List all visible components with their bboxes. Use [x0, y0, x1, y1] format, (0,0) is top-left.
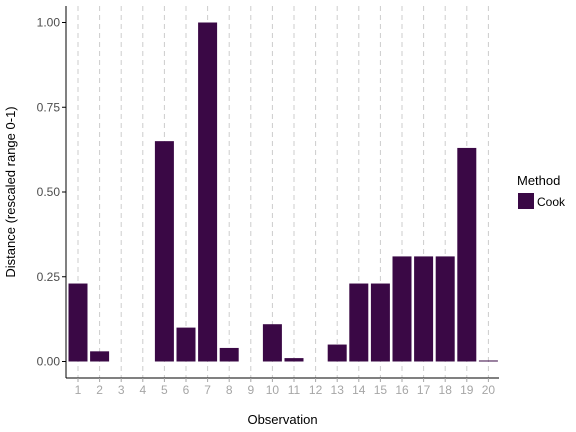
- x-tick-label: 17: [417, 383, 431, 397]
- x-tick-label: 13: [331, 383, 345, 397]
- y-tick-label: 0.00: [37, 355, 61, 369]
- x-tick-label: 7: [204, 383, 211, 397]
- x-tick-label: 1: [75, 383, 82, 397]
- legend-swatch-cook: [518, 193, 534, 209]
- bar-5: [154, 141, 174, 362]
- x-tick-label: 16: [395, 383, 409, 397]
- bar-16: [392, 256, 412, 362]
- x-tick-label: 14: [352, 383, 366, 397]
- x-tick-label: 6: [183, 383, 190, 397]
- bar-13: [327, 344, 347, 362]
- y-tick-label: 0.25: [37, 270, 61, 284]
- x-tick-label: 20: [482, 383, 496, 397]
- x-ticks: 1 2 3 4 5 6 7 8 9 10 11 12 13 14 15 16 17 18 19 20: [75, 378, 496, 397]
- x-tick-label: 11: [288, 383, 301, 397]
- bar-7: [198, 22, 218, 362]
- bar-18: [435, 256, 455, 362]
- bar-17: [414, 256, 434, 362]
- y-tick-label: 0.75: [37, 100, 61, 114]
- bar-15: [370, 283, 390, 362]
- x-tick-label: 12: [309, 383, 323, 397]
- x-tick-label: 8: [226, 383, 233, 397]
- x-tick-label: 15: [374, 383, 388, 397]
- bar-20: [478, 360, 498, 362]
- bar-19: [457, 147, 477, 362]
- bar-1: [68, 283, 88, 362]
- bar-14: [349, 283, 369, 362]
- bar-2: [90, 351, 110, 362]
- bar-6: [176, 327, 196, 362]
- x-tick-label: 19: [460, 383, 474, 397]
- bars: [68, 22, 498, 362]
- x-tick-label: 4: [139, 383, 146, 397]
- y-tick-label: 1.00: [37, 16, 61, 30]
- x-tick-label: 9: [247, 383, 254, 397]
- legend-title: Method: [517, 173, 560, 188]
- x-tick-label: 2: [96, 383, 103, 397]
- y-tick-label: 0.50: [37, 185, 61, 199]
- x-tick-label: 10: [266, 383, 280, 397]
- x-tick-label: 18: [439, 383, 453, 397]
- bar-10: [262, 324, 282, 362]
- x-axis-title: Observation: [247, 412, 317, 427]
- legend-label-cook: Cook: [537, 195, 566, 209]
- y-ticks: 0.00 0.25 0.50 0.75 1.00: [37, 16, 66, 369]
- y-axis-title: Distance (rescaled range 0-1): [3, 106, 18, 277]
- legend: Method Cook: [517, 173, 566, 209]
- x-tick-label: 3: [118, 383, 125, 397]
- x-tick-label: 5: [161, 383, 168, 397]
- bar-11: [284, 358, 304, 362]
- bar-8: [219, 347, 239, 362]
